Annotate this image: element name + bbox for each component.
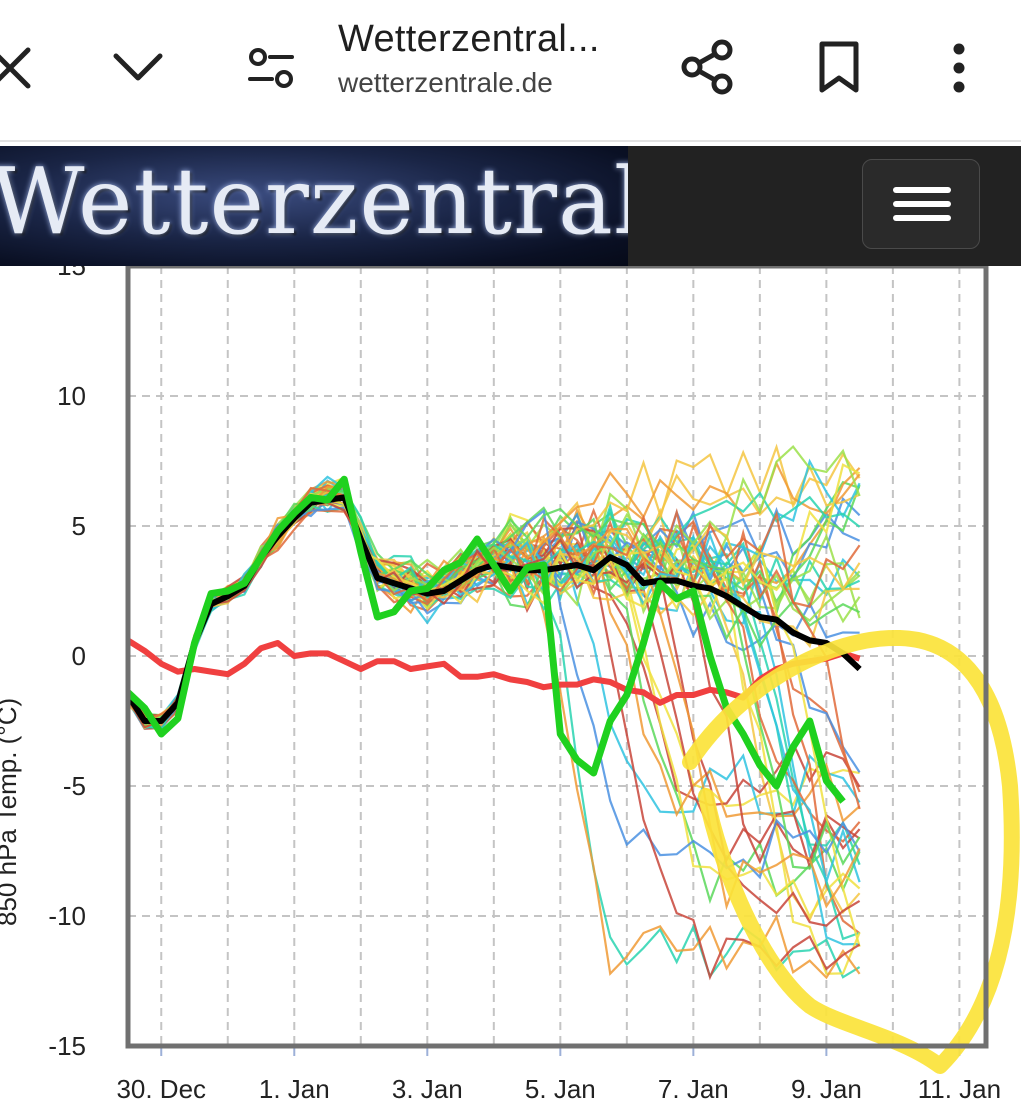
operational-line [128,475,846,804]
more-vert-icon[interactable] [944,42,974,94]
hamburger-icon[interactable] [862,159,980,249]
logo-text: Wetterzentrale [0,148,628,255]
grid-lines [128,266,986,1056]
y-tick-label: 5 [72,511,86,541]
x-tick-label: 3. Jan [392,1074,463,1104]
highlight-annotation [682,629,1020,1074]
y-tick-label: -15 [48,1031,86,1061]
highlight-circle [682,629,1020,1074]
temperature-ensemble-chart: 15 10 5 0 -5 -10 -15 30. Dec 1. Jan 3. Jan 5. Jan… [0,266,1020,1104]
x-tick-label: 5. Jan [525,1074,596,1104]
browser-toolbar: Wetterzentral... wetterzentrale.de [0,0,1021,142]
y-tick-label: 15 [57,266,86,281]
site-header: Wetterzentrale [0,146,1021,266]
share-icon[interactable] [680,38,736,96]
x-tick-label: 30. Dec [116,1074,206,1104]
plot-frame [125,266,989,1049]
y-tick-label: 10 [57,381,86,411]
page-url: wetterzentrale.de [338,67,553,98]
page-title-block[interactable]: Wetterzentral... wetterzentrale.de [338,18,600,99]
climate-line [128,637,861,706]
y-tick-label: -10 [48,901,86,931]
close-icon[interactable] [0,44,34,92]
main-series [128,475,862,804]
y-axis-label: 850 hPa Temp. (°C) [0,698,22,926]
chevron-down-icon[interactable] [110,46,166,90]
y-tick-label: 0 [72,641,86,671]
x-tick-label: 11. Jan [918,1074,1001,1104]
x-tick-label: 1. Jan [259,1074,330,1104]
y-tick-label: -5 [63,771,86,801]
site-logo[interactable]: Wetterzentrale [0,146,628,266]
page-title: Wetterzentral... [338,18,600,60]
bookmark-icon[interactable] [814,40,864,94]
x-tick-label: 9. Jan [791,1074,862,1104]
x-tick-label: 7. Jan [658,1074,729,1104]
x-tick-labels: 30. Dec 1. Jan 3. Jan 5. Jan 7. Jan 9. Jan 11.… [116,1074,1001,1104]
y-tick-labels: 15 10 5 0 -5 -10 -15 [48,266,86,1061]
tune-icon[interactable] [246,44,296,92]
ensemble-line [128,496,861,981]
